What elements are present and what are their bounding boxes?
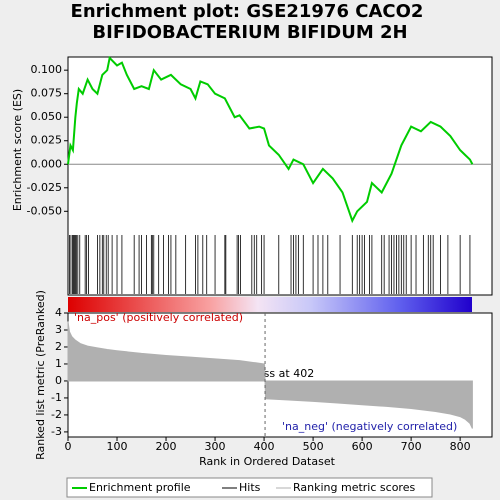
y-tick-label: 0.000 bbox=[31, 157, 63, 170]
y-tick-label: 2 bbox=[55, 340, 62, 353]
y-tick-label: 0.100 bbox=[31, 63, 63, 76]
x-tick-label: 0 bbox=[65, 440, 72, 453]
x-axis-label: Rank in Ordered Dataset bbox=[199, 455, 336, 468]
legend-label: Ranking metric scores bbox=[293, 481, 415, 494]
es-line bbox=[67, 55, 474, 224]
y-tick-label: 0.050 bbox=[31, 110, 63, 123]
y-tick-label: -2 bbox=[51, 408, 62, 421]
x-tick-label: 800 bbox=[450, 440, 471, 453]
y-tick-label: 0.025 bbox=[31, 134, 63, 147]
y-tick-label: 0 bbox=[55, 374, 62, 387]
x-tick-label: 400 bbox=[254, 440, 275, 453]
rank-color-bar bbox=[68, 297, 472, 312]
y-tick-label: -0.050 bbox=[27, 204, 62, 217]
y-axis-label: Enrichment score (ES) bbox=[11, 89, 24, 211]
x-tick-label: 100 bbox=[107, 440, 128, 453]
y-tick-label: -0.025 bbox=[27, 181, 62, 194]
chart-subtitle: BIFIDOBACTERIUM BIFIDUM 2H bbox=[92, 22, 407, 43]
legend bbox=[66, 477, 433, 498]
legend-label: Enrichment profile bbox=[89, 481, 191, 494]
x-tick-label: 600 bbox=[352, 440, 373, 453]
y-tick-label: 0.075 bbox=[31, 87, 63, 100]
annotation: 'na_neg' (negatively correlated) bbox=[282, 420, 457, 433]
y-tick-label: 3 bbox=[55, 323, 62, 336]
y-tick-label: -3 bbox=[51, 425, 62, 438]
y-axis-label: Ranked list metric (PreRanked) bbox=[34, 290, 47, 460]
x-tick-label: 300 bbox=[205, 440, 226, 453]
y-tick-label: 4 bbox=[55, 306, 62, 319]
chart-title: Enrichment plot: GSE21976 CACO2 bbox=[71, 1, 424, 22]
x-tick-label: 200 bbox=[156, 440, 177, 453]
y-tick-label: -1 bbox=[51, 391, 62, 404]
x-tick-label: 700 bbox=[401, 440, 422, 453]
top-panel bbox=[67, 56, 493, 296]
metric-area bbox=[67, 321, 473, 429]
annotation: 'na_pos' (positively correlated) bbox=[74, 311, 243, 324]
x-tick-label: 500 bbox=[303, 440, 324, 453]
legend-label: Hits bbox=[239, 481, 261, 494]
y-tick-label: 1 bbox=[55, 357, 62, 370]
